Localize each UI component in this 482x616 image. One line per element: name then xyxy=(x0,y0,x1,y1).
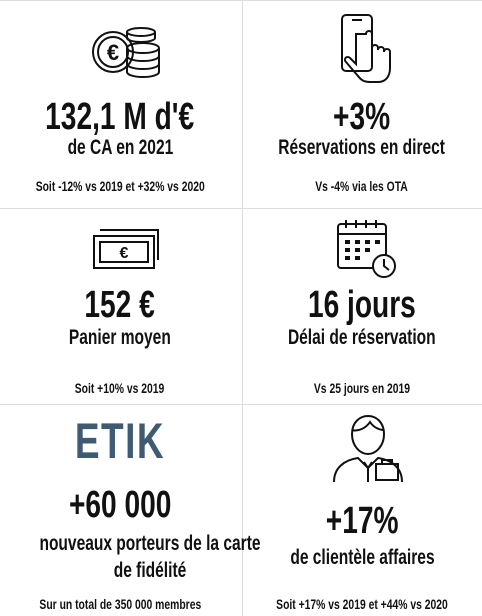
stat-note: Soit -12% vs 2019 et +32% vs 2020 xyxy=(0,178,240,194)
text: de clientèle affaires xyxy=(289,546,435,569)
stat-value: 132,1 M d'€ xyxy=(0,96,240,139)
svg-text:€: € xyxy=(107,40,119,65)
stat-note: Sur un total de 350 000 membres xyxy=(0,596,240,612)
stat-label: de clientèle affaires xyxy=(242,546,482,570)
divider xyxy=(0,208,482,209)
text: 132,1 M d'€ xyxy=(45,96,195,138)
stat-note: Soit +10% vs 2019 xyxy=(0,380,240,396)
text: Soit +10% vs 2019 xyxy=(75,380,165,396)
stat-value: 16 jours xyxy=(242,284,482,327)
border xyxy=(0,0,482,1)
stat-value: 152 € xyxy=(0,284,240,327)
stat-value: +60 000 xyxy=(0,484,240,527)
text: ETIK xyxy=(74,413,166,469)
text: +3% xyxy=(333,96,391,138)
coins-icon: € xyxy=(92,27,160,78)
text: Délai de réservation xyxy=(288,326,436,349)
divider xyxy=(242,0,243,616)
divider xyxy=(0,404,482,405)
text: nouveaux porteurs de la carte de fidélit… xyxy=(39,532,261,582)
stat-label: Réservations en direct xyxy=(242,136,482,160)
text: 152 € xyxy=(84,284,156,326)
text: +60 000 xyxy=(68,484,172,526)
text: Vs 25 jours en 2019 xyxy=(313,380,411,396)
phone-icon xyxy=(341,14,391,83)
stat-label: Délai de réservation xyxy=(242,326,482,350)
stat-label: Panier moyen xyxy=(0,326,240,350)
text: Soit -12% vs 2019 et +32% vs 2020 xyxy=(35,178,205,194)
stat-value: +3% xyxy=(242,96,482,139)
stat-label: de CA en 2021 xyxy=(0,136,240,160)
text: Panier moyen xyxy=(69,326,171,349)
stat-label: nouveaux porteurs de la carte de fidélit… xyxy=(0,530,260,584)
text: Soit +17% vs 2019 et +44% vs 2020 xyxy=(276,596,448,612)
text: Réservations en direct xyxy=(278,136,446,159)
text: +17% xyxy=(325,500,399,542)
text: Vs -4% via les OTA xyxy=(315,178,409,194)
stat-note: Vs -4% via les OTA xyxy=(242,178,482,194)
businessman-icon xyxy=(333,414,403,483)
text: Sur un total de 350 000 membres xyxy=(39,596,201,612)
svg-text:€: € xyxy=(120,245,129,262)
brand-logo: ETIK xyxy=(0,412,240,470)
stat-note: Soit +17% vs 2019 et +44% vs 2020 xyxy=(242,596,482,612)
text: 16 jours xyxy=(308,284,416,326)
calendar-icon xyxy=(337,220,396,278)
stat-value: +17% xyxy=(242,500,482,543)
stat-note: Vs 25 jours en 2019 xyxy=(242,380,482,396)
text: de CA en 2021 xyxy=(67,136,173,159)
banknote-icon: € xyxy=(93,229,159,269)
